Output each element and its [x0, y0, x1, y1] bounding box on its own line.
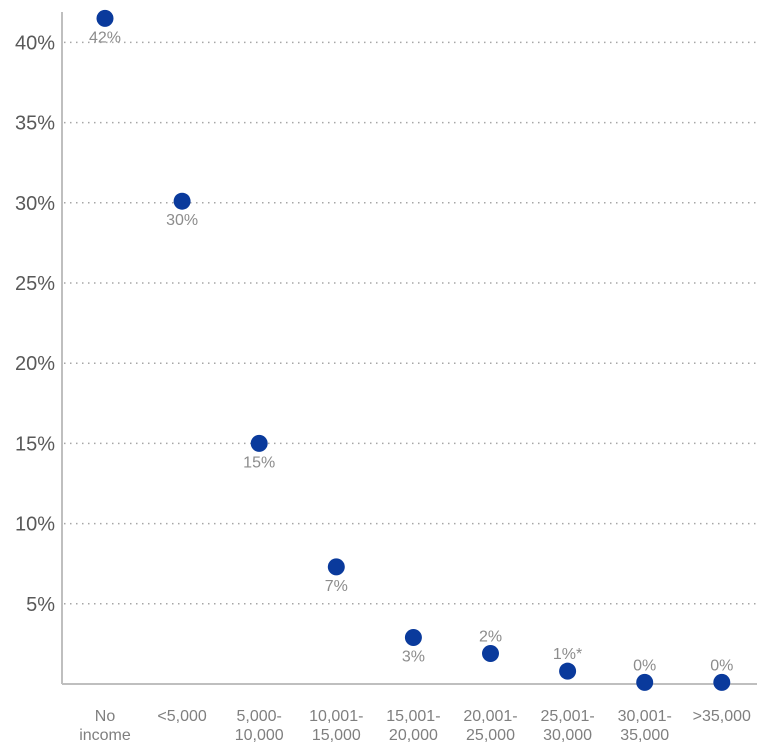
x-tick-label: 5,000-10,000 — [235, 708, 284, 744]
data-points — [96, 9, 731, 691]
data-label: 15% — [243, 454, 275, 471]
y-tick-labels: 5% 10% 15% 20% 25% 30% 35% 40% — [15, 32, 55, 615]
data-labels: 42% 30% 15% 7% 3% 2% 1%* 0% 0% — [89, 29, 733, 674]
y-tick-label: 20% — [15, 353, 55, 375]
data-label: 7% — [325, 578, 348, 595]
data-point — [482, 645, 499, 663]
x-tick-labels: No income <5,000 5,000-10,000 10,001-15,000 1… — [79, 708, 751, 744]
y-tick-label: 15% — [15, 433, 55, 455]
x-tick-label: 30,001-35,000 — [618, 708, 672, 744]
data-label: 42% — [89, 29, 121, 46]
y-tick-label: 35% — [15, 113, 55, 135]
x-tick-label: >35,000 — [693, 708, 751, 725]
data-point — [636, 673, 654, 691]
data-label: 2% — [479, 629, 502, 646]
axes — [61, 12, 757, 685]
y-tick-label: 10% — [15, 514, 55, 536]
data-label: 1%* — [553, 646, 582, 663]
data-point — [250, 434, 268, 452]
data-label: 0% — [710, 657, 733, 674]
x-tick-label: 10,001-15,000 — [309, 708, 363, 744]
y-tick-label: 5% — [26, 594, 55, 616]
x-tick-label: 25,001-30,000 — [540, 708, 594, 744]
y-tick-label: 25% — [15, 273, 55, 295]
y-tick-label: 40% — [15, 32, 55, 54]
x-tick-label: 15,001-20,000 — [386, 708, 440, 744]
data-point — [404, 628, 422, 646]
data-point — [327, 558, 345, 576]
x-tick-label: 20,001-25,000 — [463, 708, 517, 744]
data-point — [713, 673, 731, 691]
data-point — [559, 662, 577, 680]
data-label: 3% — [402, 648, 425, 665]
data-label: 0% — [633, 657, 656, 674]
data-point — [173, 192, 191, 210]
y-tick-label: 30% — [15, 193, 55, 215]
gridlines — [64, 41, 757, 605]
data-point — [96, 9, 114, 27]
x-tick-label: No income — [79, 708, 131, 744]
data-label: 30% — [166, 212, 198, 229]
x-tick-label: <5,000 — [157, 708, 206, 725]
